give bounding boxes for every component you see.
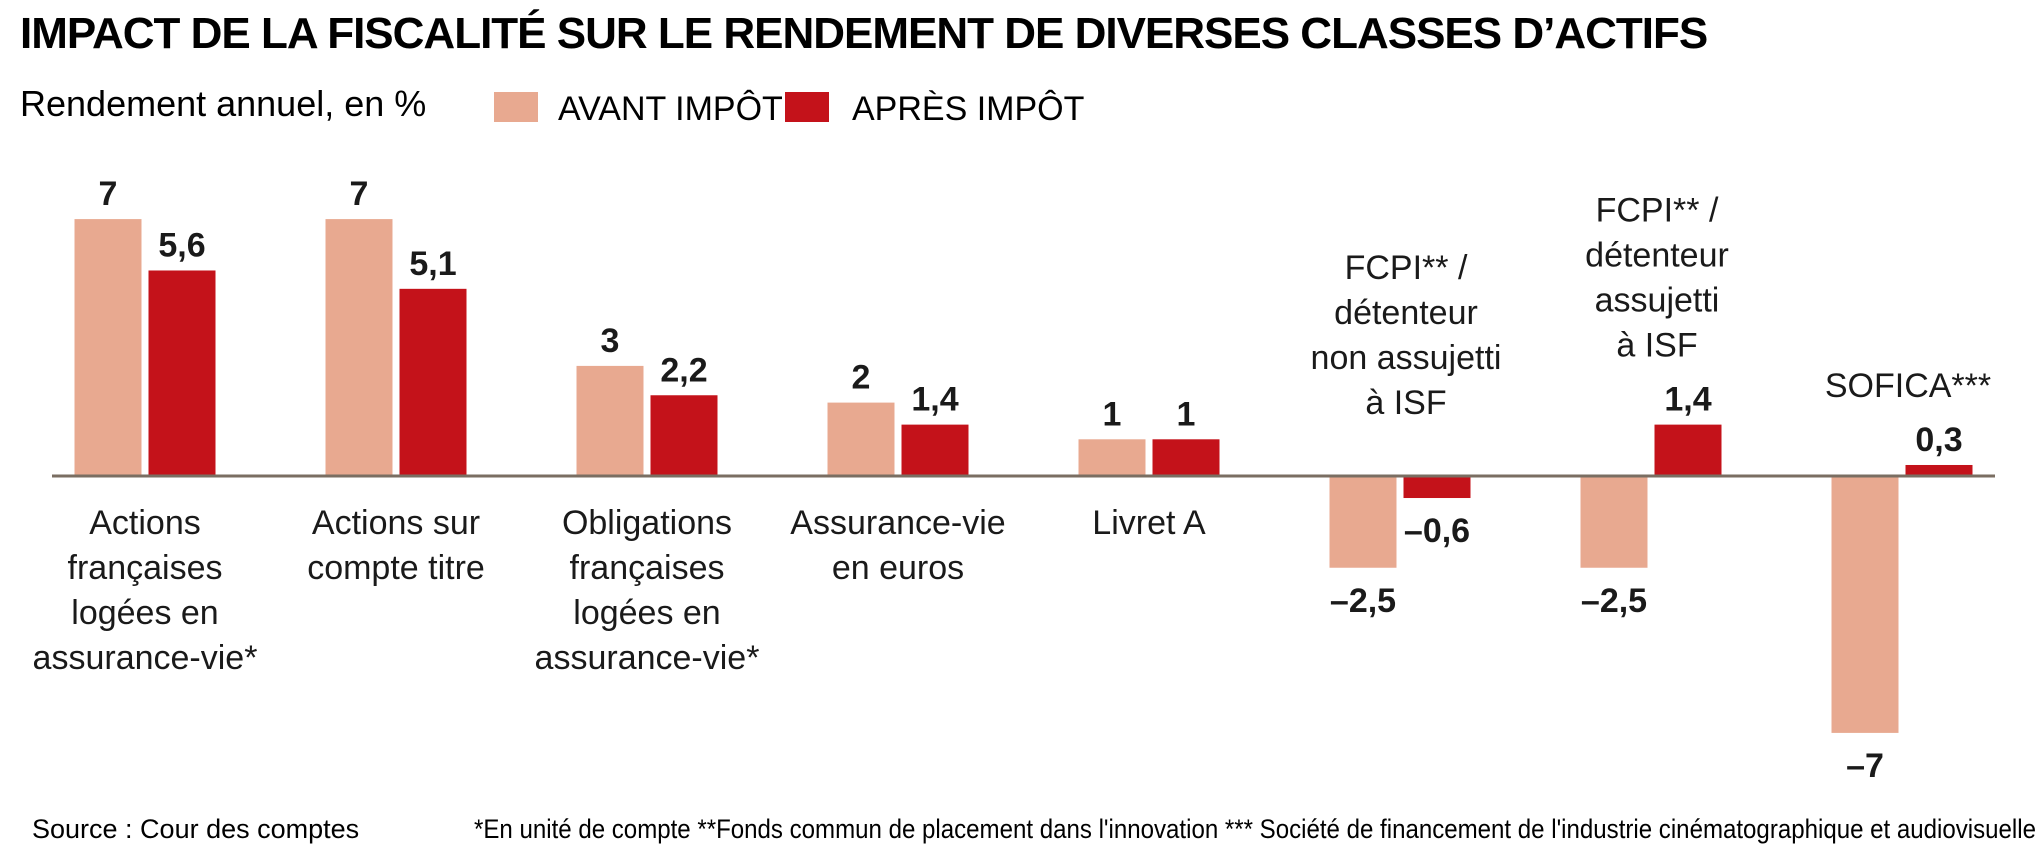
category-label: Livret A <box>1092 504 1206 542</box>
bar-before <box>827 402 895 476</box>
category-annotation: FCPI** / <box>1345 249 1468 287</box>
category-annotation: détenteur <box>1334 294 1478 332</box>
value-label-after: 1 <box>1177 395 1196 433</box>
category-annotation: à ISF <box>1365 384 1446 422</box>
bar-before <box>1580 476 1648 568</box>
category-label: françaises <box>570 549 725 587</box>
bars-group <box>74 219 1973 733</box>
category-annotation: FCPI** / <box>1596 192 1719 230</box>
chart-title: IMPACT DE LA FISCALITÉ SUR LE RENDEMENT … <box>20 8 1707 58</box>
value-label-after: 5,1 <box>409 245 456 283</box>
category-annotation: non assujetti <box>1311 339 1502 377</box>
bar-after <box>148 270 216 476</box>
bar-after <box>1403 476 1471 499</box>
bar-before <box>325 219 393 476</box>
bar-after <box>399 288 467 476</box>
category-label: Assurance-vie <box>790 504 1005 542</box>
value-label-before: 2 <box>852 359 871 397</box>
chart-subtitle: Rendement annuel, en % <box>20 83 426 124</box>
bar-before <box>1831 476 1899 733</box>
category-annotation: à ISF <box>1616 327 1697 365</box>
labels-group: 7 5,6 Actions françaises logées en assurance-… <box>33 175 1992 785</box>
category-annotation: détenteur <box>1585 237 1729 275</box>
bar-after <box>1654 424 1722 476</box>
category-label: logées en <box>71 594 218 632</box>
value-label-before: 7 <box>350 175 369 213</box>
value-label-after: 5,6 <box>158 226 205 264</box>
legend-label-after: APRÈS IMPÔT <box>852 90 1084 128</box>
value-label-before: –7 <box>1846 747 1884 785</box>
bar-before <box>1078 439 1146 476</box>
bar-after <box>1905 464 1973 476</box>
value-label-after: –0,6 <box>1404 512 1470 550</box>
value-label-after: 1,4 <box>1664 381 1711 419</box>
legend-swatch-before <box>494 92 538 122</box>
value-label-after: 2,2 <box>660 351 707 389</box>
value-label-before: 1 <box>1103 395 1122 433</box>
bar-after <box>901 424 969 476</box>
bar-before <box>576 365 644 476</box>
value-label-after: 0,3 <box>1915 421 1962 459</box>
category-label: assurance-vie* <box>535 639 760 677</box>
category-label: en euros <box>832 549 964 587</box>
bar-before <box>74 219 142 476</box>
category-label: Obligations <box>562 504 732 542</box>
category-label: françaises <box>68 549 223 587</box>
value-label-before: –2,5 <box>1581 582 1647 620</box>
category-annotation: assujetti <box>1595 282 1720 320</box>
category-label: Actions sur <box>312 504 480 542</box>
bar-after <box>1152 439 1220 476</box>
category-label: compte titre <box>307 549 485 587</box>
value-label-before: 3 <box>601 322 620 360</box>
category-annotation: SOFICA*** <box>1825 367 1991 405</box>
value-label-after: 1,4 <box>911 381 958 419</box>
category-label: logées en <box>573 594 720 632</box>
value-label-before: –2,5 <box>1330 582 1396 620</box>
source-note: Source : Cour des comptes <box>32 814 359 844</box>
footnotes: *En unité de compte **Fonds commun de pl… <box>474 814 2036 844</box>
category-label: Actions <box>89 504 201 542</box>
legend: AVANT IMPÔT APRÈS IMPÔT <box>494 90 1084 128</box>
bar-after <box>650 395 718 476</box>
legend-swatch-after <box>785 92 829 122</box>
bar-before <box>1329 476 1397 568</box>
category-label: assurance-vie* <box>33 639 258 677</box>
value-label-before: 7 <box>99 175 118 213</box>
legend-label-before: AVANT IMPÔT <box>558 90 783 128</box>
